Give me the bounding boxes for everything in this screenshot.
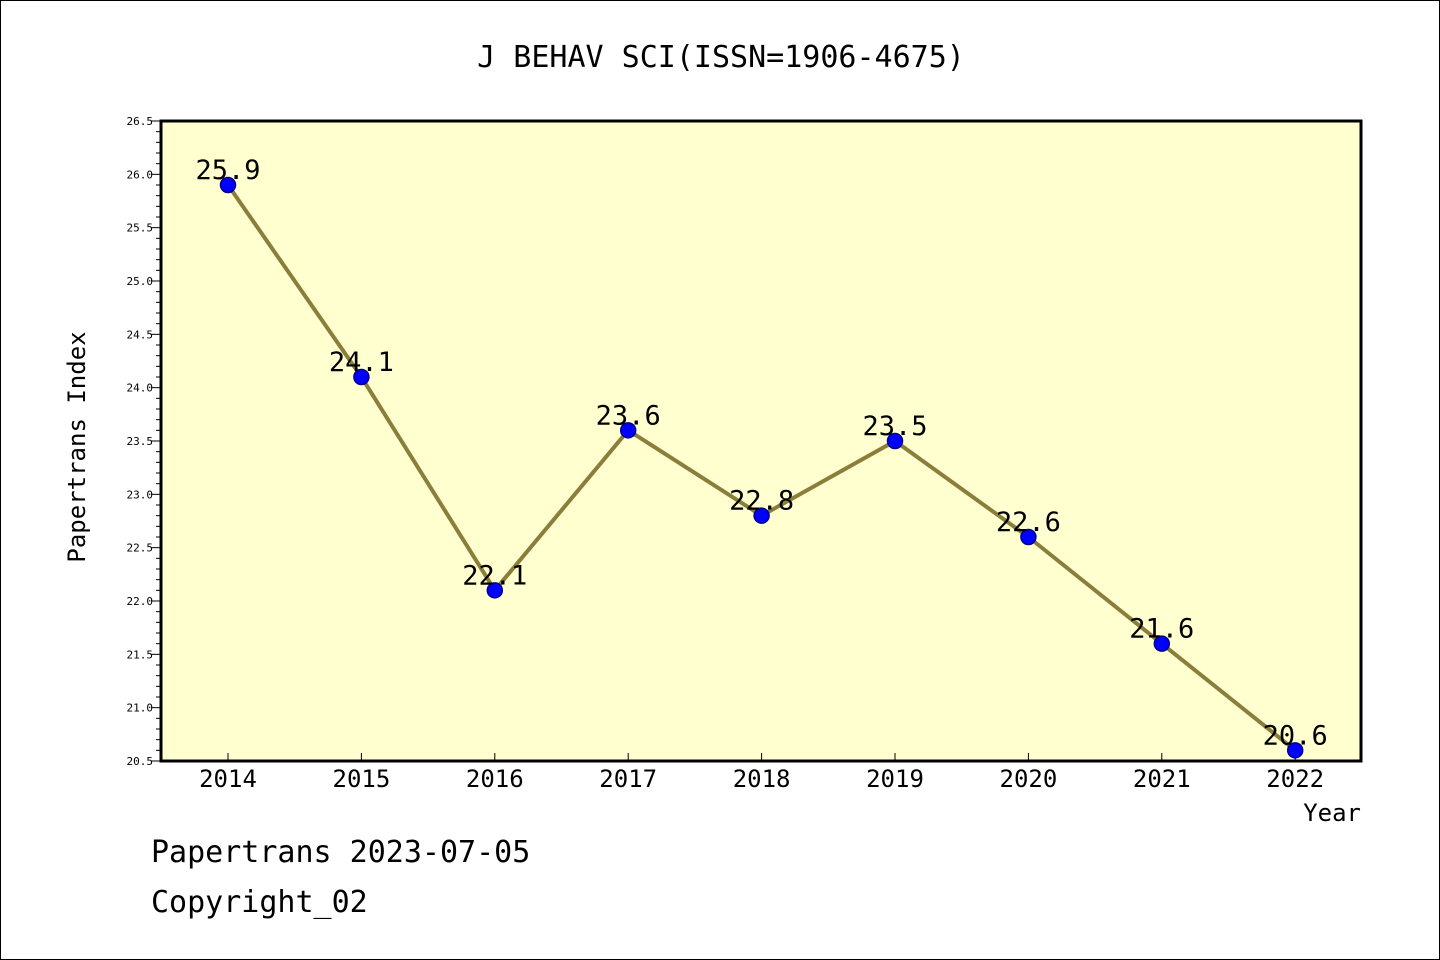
data-point: [486, 582, 504, 599]
data-point: [753, 507, 770, 524]
data-label: 22.6: [996, 507, 1061, 538]
y-tick-label: 21.0: [127, 702, 154, 715]
y-tick-label: 25.0: [127, 275, 154, 288]
x-tick-label: 2016: [466, 765, 524, 793]
data-label: 22.1: [462, 560, 527, 591]
data-label: 25.9: [195, 155, 260, 186]
plot-frame: [159, 119, 1363, 763]
plot-area: [161, 121, 1361, 761]
y-tick-labels: 20.5 21.0 21.5 22.0 22.5 23.0 23.5 24.0 24.5 25.0…: [127, 115, 154, 768]
data-label: 24.1: [329, 347, 394, 378]
data-label: 20.6: [1263, 720, 1328, 751]
y-tick-label: 23.0: [127, 488, 154, 501]
x-tick-label: 2020: [1000, 765, 1058, 793]
y-tick-label: 22.5: [127, 542, 154, 555]
x-tick-label: 2019: [866, 765, 924, 793]
y-tick-label: 22.0: [127, 595, 154, 608]
footer-copyright: Copyright_02: [151, 885, 368, 920]
x-tick-label: 2017: [599, 765, 657, 793]
series-markers: [219, 176, 1304, 759]
data-point: [1020, 528, 1037, 546]
data-labels: 25.9 24.1 22.1 23.6 22.8 23.5 22.6 21.6 20.6: [195, 155, 1327, 751]
x-axis-label: Year: [1303, 799, 1361, 827]
y-tick-label: 20.5: [127, 755, 154, 768]
y-tick-label: 26.0: [127, 168, 154, 181]
y-tick-label: 24.5: [127, 328, 154, 341]
x-tick-label: 2018: [733, 765, 791, 793]
x-tick-label: 2015: [333, 765, 391, 793]
data-point: [619, 422, 637, 439]
data-label: 23.5: [862, 411, 927, 442]
x-tick-label: 2014: [199, 765, 257, 793]
y-tick-label: 25.5: [127, 222, 154, 235]
data-label: 23.6: [596, 400, 661, 431]
data-point: [886, 432, 904, 450]
y-tick-label: 21.5: [127, 648, 154, 661]
data-point: [1153, 635, 1171, 652]
y-tick-label: 26.5: [127, 115, 154, 128]
data-point: [1286, 742, 1304, 759]
data-label: 22.8: [729, 486, 794, 517]
x-tick-label: 2022: [1266, 765, 1324, 793]
chart-title: J BEHAV SCI(ISSN=1906-4675): [477, 40, 965, 75]
y-major-ticks: [151, 120, 161, 762]
y-tick-label: 24.0: [127, 382, 154, 395]
x-tick-labels: 2014 2015 2016 2017 2018 2019 2020 2021 2022: [199, 765, 1324, 793]
data-point: [219, 176, 237, 194]
data-point: [353, 368, 370, 386]
y-tick-label: 23.5: [127, 435, 154, 448]
data-label: 21.6: [1129, 614, 1194, 645]
footer-date: Papertrans 2023-07-05: [151, 835, 531, 870]
x-tick-label: 2021: [1133, 765, 1191, 793]
y-axis-label: Papertrans Index: [63, 331, 91, 562]
